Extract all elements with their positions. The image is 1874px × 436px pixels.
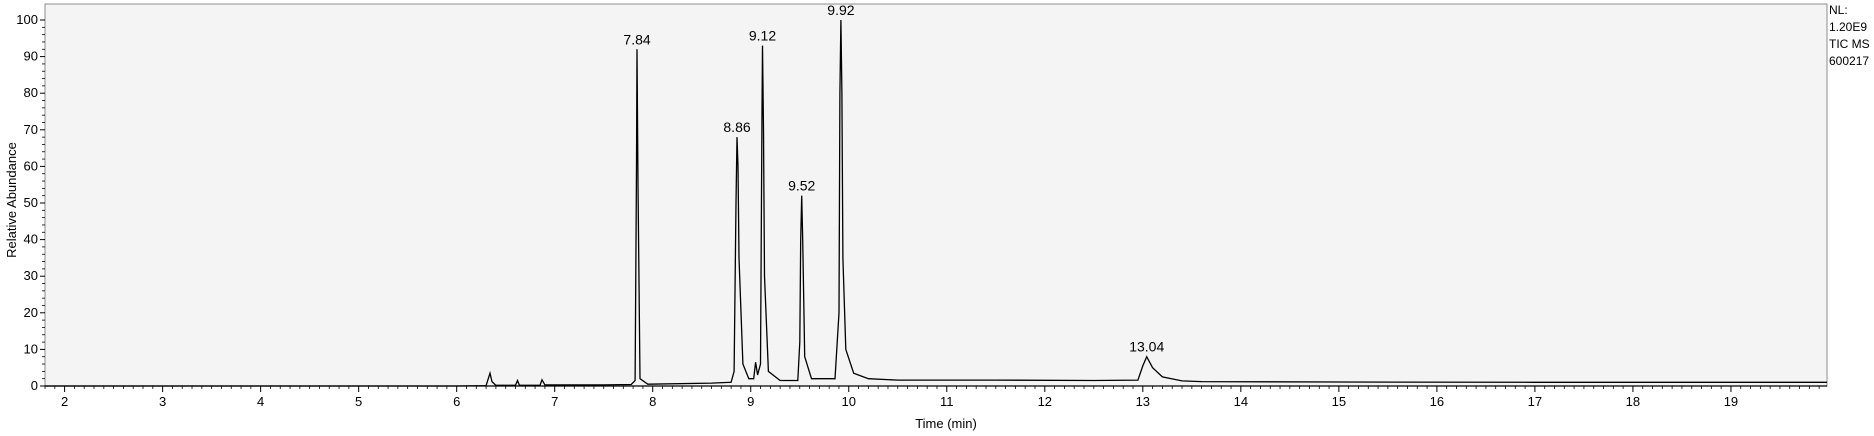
x-tick-label: 4 bbox=[257, 394, 264, 409]
x-tick-label: 5 bbox=[355, 394, 362, 409]
peak-label: 13.04 bbox=[1129, 339, 1164, 355]
x-tick-label: 12 bbox=[1038, 394, 1052, 409]
x-tick-label: 10 bbox=[842, 394, 856, 409]
x-tick-label: 14 bbox=[1234, 394, 1248, 409]
y-tick-label: 40 bbox=[24, 232, 38, 247]
x-tick-label: 11 bbox=[940, 394, 954, 409]
y-tick-label: 0 bbox=[31, 378, 38, 393]
y-tick-label: 20 bbox=[24, 305, 38, 320]
peak-labels: 7.84 8.86 9.12 9.52 9.92 13.04 bbox=[623, 2, 1164, 355]
peak-label: 8.86 bbox=[723, 119, 750, 135]
x-tick-label: 17 bbox=[1528, 394, 1542, 409]
y-tick-label: 90 bbox=[24, 49, 38, 64]
plot-area bbox=[44, 3, 1828, 387]
x-tick-label: 15 bbox=[1332, 394, 1346, 409]
x-tick-label: 2 bbox=[61, 394, 68, 409]
peak-label: 9.52 bbox=[788, 178, 815, 194]
y-tick-label: 70 bbox=[24, 122, 38, 137]
x-tick-label: 13 bbox=[1136, 394, 1150, 409]
x-tick-label: 3 bbox=[159, 394, 166, 409]
info-line: NL: bbox=[1829, 3, 1848, 17]
info-line: TIC MS bbox=[1829, 37, 1870, 51]
x-tick-label: 7 bbox=[551, 394, 558, 409]
peak-label: 9.12 bbox=[749, 28, 776, 44]
info-block: NL: 1.20E9 TIC MS 600217 bbox=[1829, 3, 1870, 68]
x-tick-label: 16 bbox=[1430, 394, 1444, 409]
y-axis: 0 10 20 30 40 50 60 70 80 90 100 bbox=[16, 12, 45, 393]
peak-label: 7.84 bbox=[623, 31, 650, 47]
y-tick-label: 100 bbox=[16, 12, 38, 27]
x-axis-title: Time (min) bbox=[915, 416, 977, 431]
y-tick-label: 10 bbox=[24, 341, 38, 356]
y-tick-label: 30 bbox=[24, 268, 38, 283]
info-line: 1.20E9 bbox=[1829, 20, 1867, 34]
x-tick-label: 6 bbox=[453, 394, 460, 409]
x-tick-label: 18 bbox=[1626, 394, 1640, 409]
y-tick-label: 80 bbox=[24, 85, 38, 100]
x-axis: 2 3 4 5 6 7 8 9 10 11 12 13 14 15 16 17 18 19 bbox=[44, 385, 1827, 409]
x-tick-label: 9 bbox=[747, 394, 754, 409]
x-tick-label: 19 bbox=[1724, 394, 1738, 409]
y-tick-label: 60 bbox=[24, 158, 38, 173]
peak-label: 9.92 bbox=[827, 2, 854, 18]
tic-trace bbox=[45, 19, 1827, 387]
y-axis-title: Relative Abundance bbox=[4, 142, 19, 258]
y-tick-label: 50 bbox=[24, 195, 38, 210]
x-tick-label: 8 bbox=[649, 394, 656, 409]
info-line: 600217 bbox=[1829, 54, 1869, 68]
